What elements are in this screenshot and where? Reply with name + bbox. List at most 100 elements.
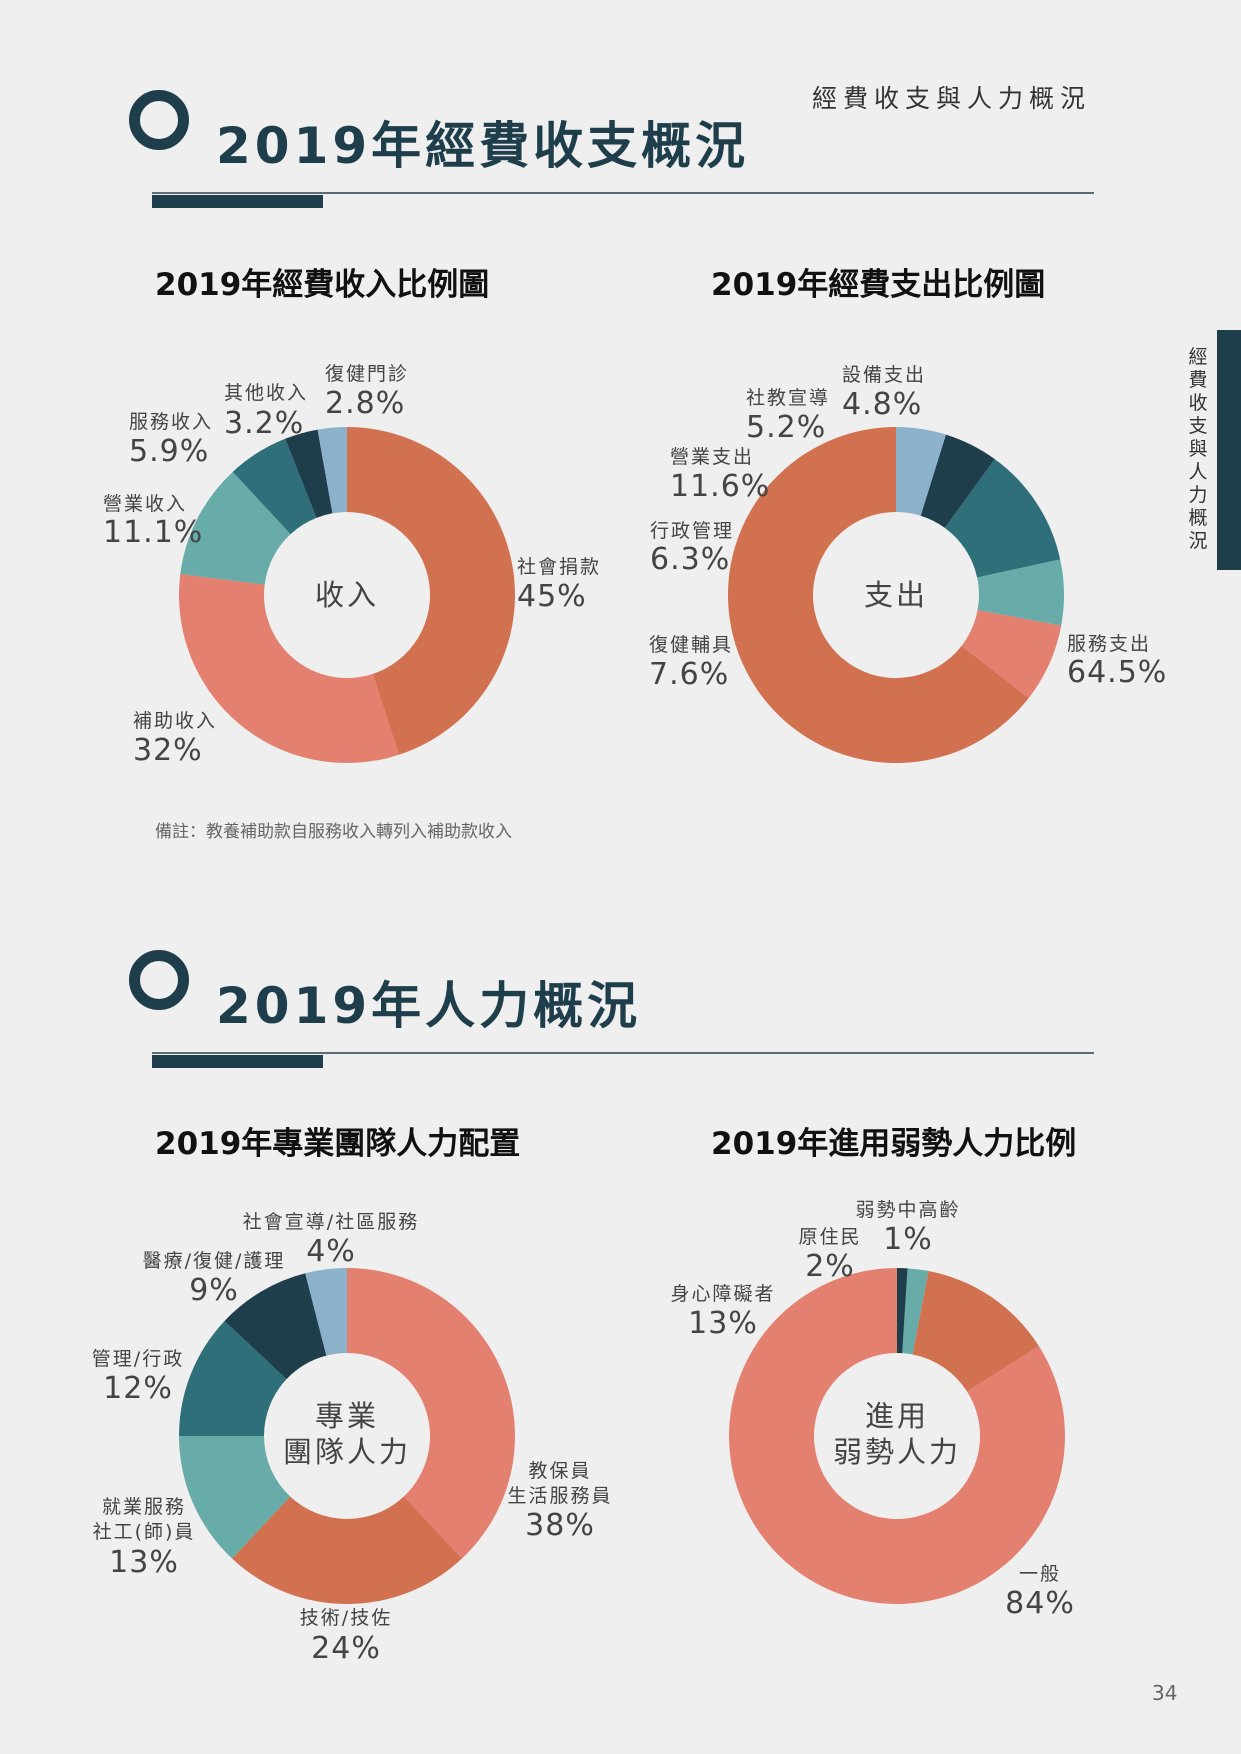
finance-divider (152, 192, 1094, 194)
donut-slice (347, 1268, 515, 1559)
slice-label: 復健門診 (325, 363, 409, 385)
donut-slice (944, 459, 1061, 578)
donut-center-label: 收入 (315, 578, 379, 612)
donut-slice (961, 610, 1062, 698)
slice-value-label: 11.6% (670, 469, 770, 504)
slice-value-label: 6.3% (650, 542, 730, 577)
donut-center-label: 弱勢人力 (833, 1435, 961, 1469)
side-tab-char: 費 (1188, 369, 1208, 391)
donut-slice (179, 1436, 291, 1559)
slice-label: 一般 (1019, 1563, 1061, 1585)
slice-value-label: 7.6% (649, 657, 729, 692)
donut-slice (179, 1320, 287, 1436)
donut-slice (728, 427, 1029, 763)
slice-value-label: 4% (306, 1234, 356, 1269)
slice-label: 補助收入 (133, 710, 217, 732)
slice-label: 服務收入 (129, 411, 213, 433)
finance-note: 備註：教養補助款自服務收入轉列入補助款收入 (155, 822, 512, 842)
side-tab-char: 經 (1188, 346, 1208, 368)
slice-value-label: 11.1% (103, 515, 203, 550)
staff-chart-title: 2019年專業團隊人力配置 (155, 1126, 521, 1162)
slice-value-label: 3.2% (224, 406, 304, 441)
income-chart-title: 2019年經費收入比例圖 (155, 267, 490, 303)
donut-slice (912, 1270, 1039, 1392)
donut-center-label: 支出 (864, 578, 928, 612)
staff-section-title: 2019年人力概況 (216, 977, 642, 1035)
donut-slice (180, 471, 291, 585)
slice-label: 社會捐款 (517, 556, 601, 578)
slice-label: 社會宣導/社區服務 (243, 1211, 419, 1233)
donut-slice (317, 427, 347, 514)
slice-value-label: 13% (688, 1306, 758, 1341)
slice-label: 弱勢中高齡 (855, 1199, 960, 1221)
slice-value-label: 24% (311, 1631, 381, 1666)
donut-slice (231, 1496, 463, 1604)
side-tab-text: 經費收支與人力概況 (1186, 346, 1210, 553)
slice-value-label: 9% (189, 1273, 239, 1308)
slice-label: 營業收入 (103, 493, 187, 515)
slice-label: 其他收入 (224, 382, 308, 404)
finance-section-title: 2019年經費收支概況 (216, 117, 750, 175)
disadvantaged-chart-title: 2019年進用弱勢人力比例 (711, 1126, 1077, 1162)
side-tab-char: 支 (1188, 415, 1208, 437)
donut-slice (902, 1268, 929, 1355)
side-tab-char: 人 (1188, 461, 1208, 483)
side-tab-bar (1217, 330, 1241, 570)
slice-label: 營業支出 (670, 446, 754, 468)
donut-slice (897, 1268, 908, 1354)
finance-divider-accent (152, 195, 323, 208)
donut-center-label: 團隊人力 (283, 1435, 411, 1469)
slice-value-label: 2.8% (325, 386, 405, 421)
donut-slice (977, 559, 1064, 626)
slice-label: 身心障礙者 (670, 1283, 775, 1305)
side-tab-char: 概 (1188, 507, 1208, 529)
side-tab-char: 力 (1188, 484, 1208, 506)
slice-value-label: 12% (103, 1371, 173, 1406)
slice-value-label: 13% (109, 1545, 179, 1580)
slice-label: 技術/技佐 (300, 1607, 392, 1629)
donut-slice (305, 1268, 347, 1356)
side-tab-char: 與 (1188, 438, 1208, 460)
slice-value-label: 38% (525, 1508, 595, 1543)
slice-label: 生活服務員 (507, 1485, 612, 1507)
side-tab-char: 收 (1188, 392, 1208, 414)
slice-value-label: 4.8% (842, 387, 922, 422)
slice-label: 行政管理 (650, 520, 734, 542)
side-tab-char: 況 (1188, 530, 1208, 552)
slice-label: 原住民 (798, 1226, 861, 1248)
slice-label: 教保員 (528, 1460, 591, 1482)
section-header-label: 經費收支與人力概況 (812, 84, 1092, 113)
slice-value-label: 32% (133, 733, 203, 768)
section-ring-icon (129, 90, 189, 150)
slice-label: 社教宣導 (746, 387, 830, 409)
slice-label: 服務支出 (1067, 633, 1151, 655)
slice-label: 社工(師)員 (93, 1521, 196, 1543)
page-number: 34 (1152, 1681, 1178, 1705)
donut-slice (347, 427, 515, 755)
staff-divider (152, 1052, 1094, 1054)
staff-divider-accent (152, 1055, 323, 1068)
slice-label: 設備支出 (842, 364, 926, 386)
donut-slice (728, 1268, 1066, 1605)
slice-label: 醫療/復健/護理 (143, 1250, 286, 1272)
section-ring-icon (129, 950, 189, 1010)
slice-value-label: 45% (517, 579, 587, 614)
donut-slice (179, 573, 399, 763)
donut-center-label: 專業 (315, 1399, 379, 1433)
donut-slice (232, 438, 317, 535)
slice-value-label: 2% (805, 1249, 855, 1284)
slice-value-label: 84% (1005, 1586, 1075, 1621)
donut-center-label: 進用 (865, 1399, 929, 1433)
slice-value-label: 64.5% (1067, 655, 1167, 690)
slice-value-label: 5.2% (746, 410, 826, 445)
slice-label: 管理/行政 (92, 1348, 184, 1370)
slice-value-label: 1% (883, 1222, 933, 1257)
slice-value-label: 5.9% (129, 434, 209, 469)
donut-slice (896, 427, 946, 516)
slice-label: 就業服務 (102, 1496, 186, 1518)
expense-chart-title: 2019年經費支出比例圖 (711, 267, 1046, 303)
donut-slice (920, 434, 995, 528)
donut-slice (224, 1273, 327, 1380)
donut-slice (285, 429, 333, 518)
